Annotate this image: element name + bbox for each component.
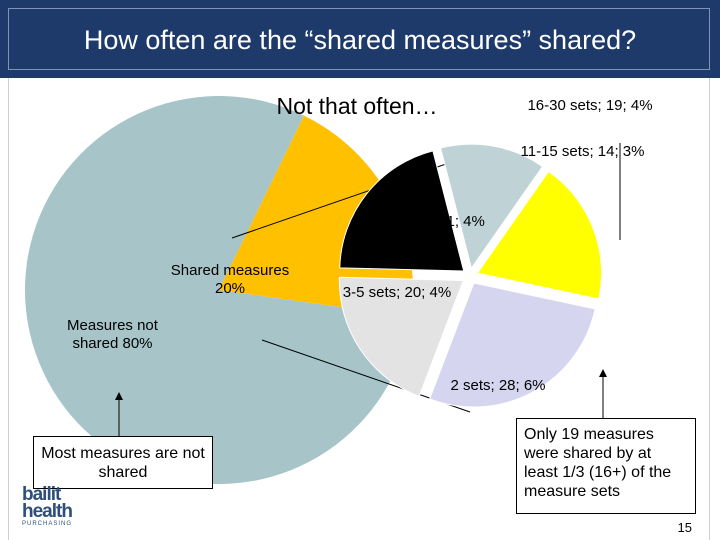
callout-box-left: Most measures are not shared [33,436,213,489]
label-not-shared: Measures not shared 80% [67,317,158,352]
slice-11-15-sets [439,143,544,270]
slice-2-sets [428,282,596,408]
label-6-10-sets: 6-10 sets; 21; 4% [368,213,485,230]
slice-3-5-sets [338,276,465,397]
label-16-30-sets: 16-30 sets; 19; 4% [527,97,653,114]
label-2-sets: 2 sets; 28; 6% [450,377,546,394]
page-number: 15 [677,520,692,535]
logo-line-1: bailit [22,484,61,505]
title-bar [0,0,720,78]
slice-not-shared [24,95,412,485]
slide-title: How often are the “shared measures” shar… [83,25,637,55]
callout-box-right: Only 19 measures were shared by at least… [516,418,696,514]
arrowhead-left [115,392,123,400]
logo-line-2: health [22,501,73,522]
bailit-health-logo: bailit health PURCHASING [22,484,92,528]
slice-16-30-sets [476,170,602,300]
slice-6-10-sets [339,150,465,272]
label-11-15-sets: 11-15 sets; 14; 3% [520,143,645,160]
label-3-5-sets: 3-5 sets; 20; 4% [342,284,452,301]
slide-area [8,78,710,540]
chart-subtitle: Not that often… [276,93,438,119]
label-shared: Shared measures 20% [170,262,290,297]
arrowhead-right [599,369,607,377]
logo-line-3: PURCHASING [22,521,73,527]
title-frame [8,8,710,70]
